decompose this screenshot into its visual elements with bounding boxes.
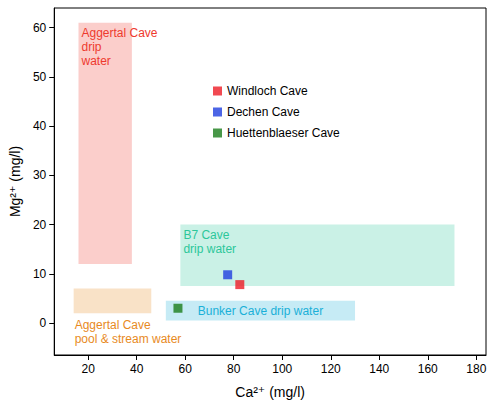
svg-text:Bunker Cave drip water: Bunker Cave drip water [198,304,323,318]
svg-text:140: 140 [369,362,389,376]
svg-text:10: 10 [33,267,47,281]
svg-text:drip water: drip water [183,242,236,256]
svg-text:Aggertal Cave: Aggertal Cave [82,26,158,40]
svg-text:60: 60 [33,21,47,35]
svg-text:pool & stream water: pool & stream water [75,332,182,346]
svg-text:180: 180 [466,362,486,376]
svg-text:Dechen Cave: Dechen Cave [227,105,300,119]
svg-text:40: 40 [33,119,47,133]
svg-text:20: 20 [82,362,96,376]
svg-text:50: 50 [33,70,47,84]
svg-text:40: 40 [130,362,144,376]
svg-text:20: 20 [33,218,47,232]
svg-text:Windloch Cave: Windloch Cave [227,84,308,98]
svg-text:Mg²⁺ (mg/l): Mg²⁺ (mg/l) [7,146,23,217]
svg-text:Huettenblaeser Cave: Huettenblaeser Cave [227,126,340,140]
svg-text:30: 30 [33,168,47,182]
svg-text:water: water [81,54,111,68]
svg-text:100: 100 [272,362,292,376]
svg-text:60: 60 [179,362,193,376]
svg-text:Aggertal Cave: Aggertal Cave [75,318,151,332]
svg-text:160: 160 [418,362,438,376]
svg-text:0: 0 [40,316,47,330]
svg-text:120: 120 [321,362,341,376]
svg-text:Ca²⁺ (mg/l): Ca²⁺ (mg/l) [235,384,305,400]
svg-text:B7 Cave: B7 Cave [183,228,229,242]
svg-text:80: 80 [227,362,241,376]
svg-text:drip: drip [82,40,102,54]
